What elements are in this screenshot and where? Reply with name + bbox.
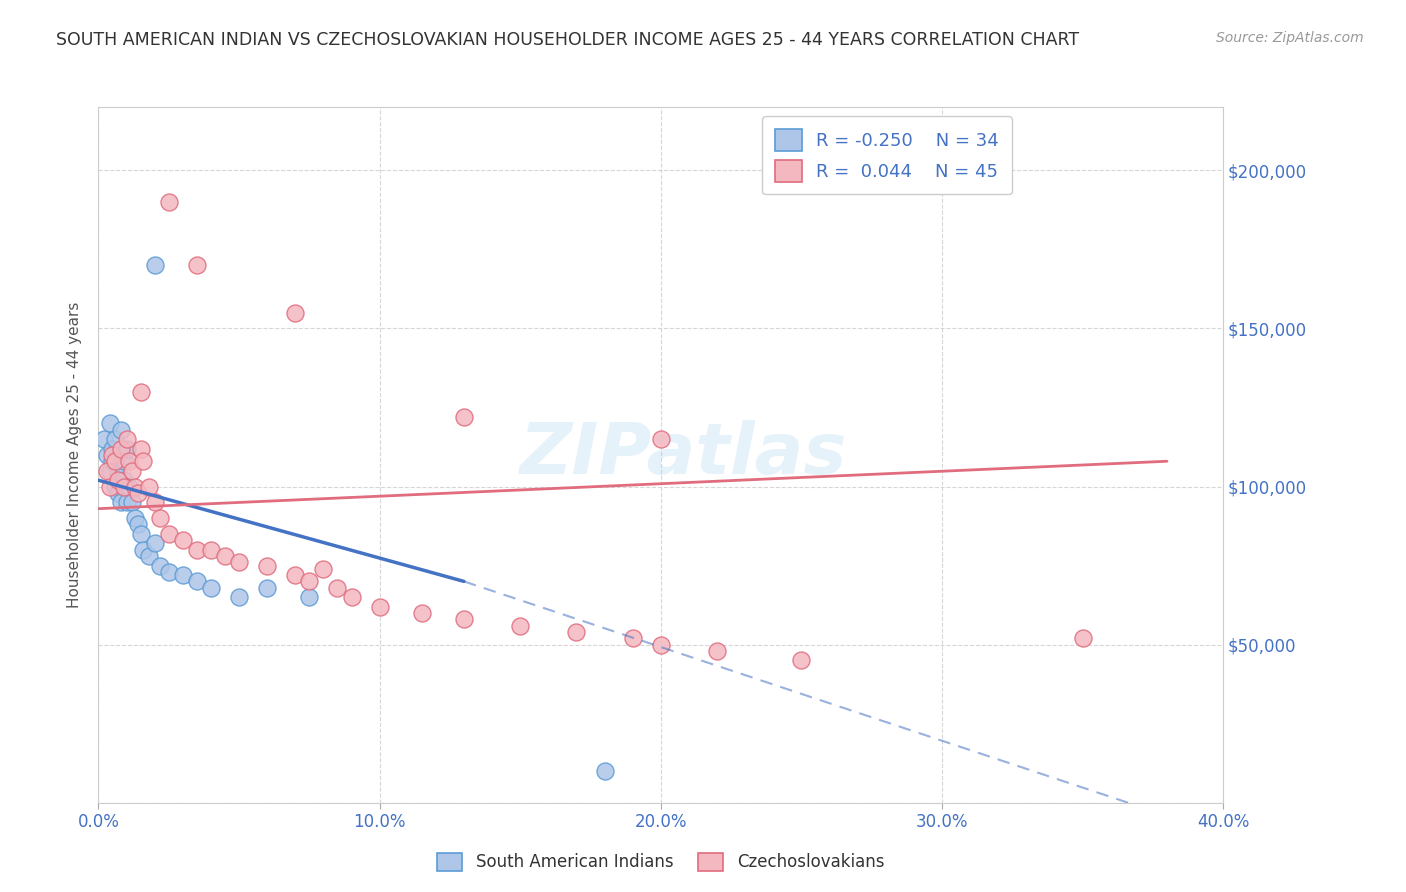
Point xyxy=(200,581,222,595)
Point xyxy=(509,618,531,632)
Text: ZIPatlas: ZIPatlas xyxy=(520,420,846,490)
Point xyxy=(110,442,132,456)
Point xyxy=(107,473,129,487)
Point xyxy=(228,556,250,570)
Point xyxy=(411,606,433,620)
Point xyxy=(118,479,141,493)
Text: SOUTH AMERICAN INDIAN VS CZECHOSLOVAKIAN HOUSEHOLDER INCOME AGES 25 - 44 YEARS C: SOUTH AMERICAN INDIAN VS CZECHOSLOVAKIAN… xyxy=(56,31,1080,49)
Point xyxy=(101,454,124,468)
Point xyxy=(256,558,278,573)
Point xyxy=(98,479,121,493)
Point xyxy=(621,632,644,646)
Point xyxy=(593,764,616,779)
Point xyxy=(186,542,208,557)
Text: Source: ZipAtlas.com: Source: ZipAtlas.com xyxy=(1216,31,1364,45)
Point xyxy=(96,464,118,478)
Point xyxy=(172,533,194,548)
Point xyxy=(298,574,321,589)
Point xyxy=(96,448,118,462)
Point xyxy=(284,568,307,582)
Point xyxy=(104,432,127,446)
Point xyxy=(118,454,141,468)
Point xyxy=(453,612,475,626)
Point xyxy=(110,423,132,437)
Point xyxy=(138,479,160,493)
Point xyxy=(129,384,152,399)
Point xyxy=(112,479,135,493)
Point xyxy=(121,464,143,478)
Point xyxy=(326,581,349,595)
Point xyxy=(132,454,155,468)
Point xyxy=(110,495,132,509)
Point xyxy=(650,638,672,652)
Point xyxy=(186,574,208,589)
Legend: South American Indians, Czechoslovakians: South American Indians, Czechoslovakians xyxy=(430,846,891,878)
Point xyxy=(115,495,138,509)
Point xyxy=(124,511,146,525)
Point xyxy=(101,448,124,462)
Point xyxy=(149,558,172,573)
Point xyxy=(368,599,391,614)
Point xyxy=(706,644,728,658)
Point xyxy=(298,591,321,605)
Point xyxy=(121,495,143,509)
Point xyxy=(115,432,138,446)
Point xyxy=(340,591,363,605)
Point xyxy=(149,511,172,525)
Point xyxy=(790,653,813,667)
Point xyxy=(157,194,180,209)
Point xyxy=(186,258,208,272)
Point xyxy=(172,568,194,582)
Point xyxy=(143,258,166,272)
Point xyxy=(112,473,135,487)
Point xyxy=(98,417,121,431)
Point xyxy=(101,442,124,456)
Point xyxy=(138,549,160,563)
Point xyxy=(98,464,121,478)
Point xyxy=(256,581,278,595)
Point xyxy=(1071,632,1094,646)
Point xyxy=(143,536,166,550)
Point xyxy=(93,432,115,446)
Y-axis label: Householder Income Ages 25 - 44 years: Householder Income Ages 25 - 44 years xyxy=(67,301,83,608)
Point xyxy=(565,625,588,640)
Point xyxy=(115,442,138,456)
Point xyxy=(127,486,149,500)
Point xyxy=(228,591,250,605)
Point xyxy=(214,549,236,563)
Point xyxy=(200,542,222,557)
Point xyxy=(107,467,129,481)
Point xyxy=(157,565,180,579)
Point xyxy=(104,454,127,468)
Point xyxy=(112,454,135,468)
Point xyxy=(129,442,152,456)
Point xyxy=(312,562,335,576)
Point xyxy=(124,479,146,493)
Point xyxy=(107,486,129,500)
Point xyxy=(143,495,166,509)
Point xyxy=(129,527,152,541)
Point xyxy=(157,527,180,541)
Point xyxy=(284,305,307,319)
Point xyxy=(127,517,149,532)
Point xyxy=(453,409,475,424)
Point xyxy=(132,542,155,557)
Point xyxy=(650,432,672,446)
Point xyxy=(104,479,127,493)
